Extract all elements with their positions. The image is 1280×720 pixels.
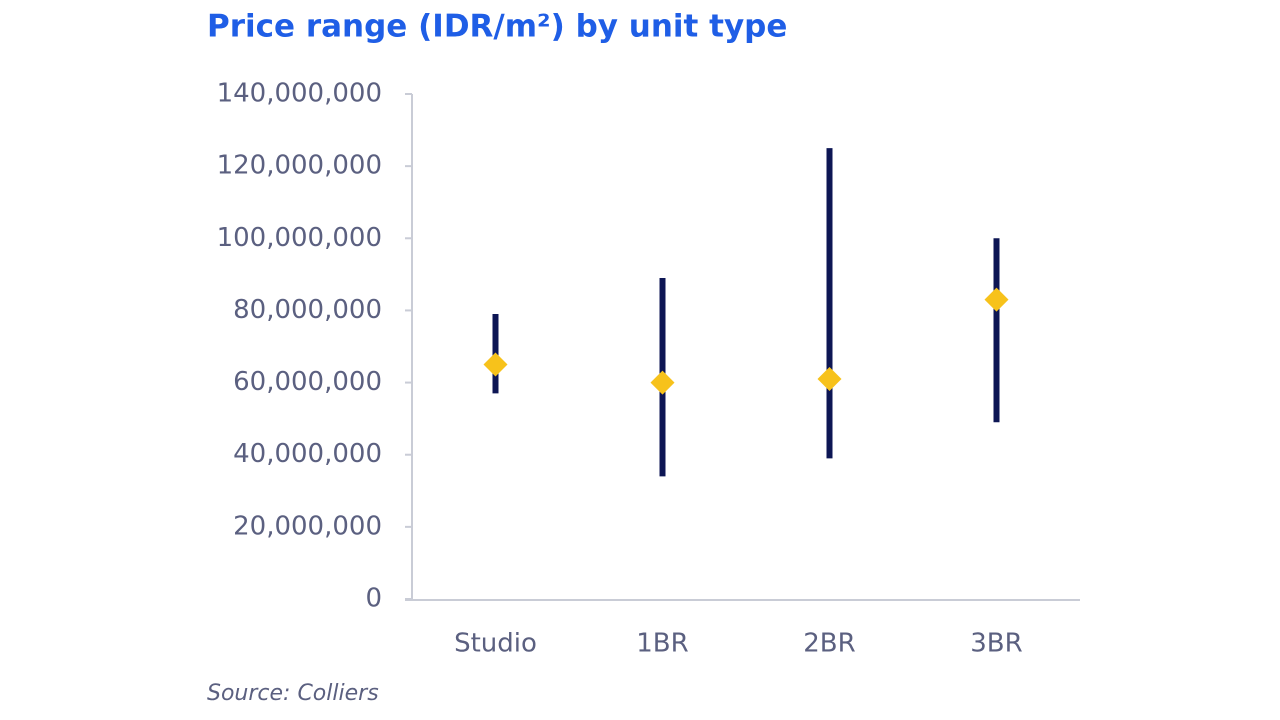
average-marker [483,352,508,377]
source-note: Source: Colliers [207,681,379,706]
y-tick-label: 100,000,000 [217,223,382,253]
y-tick-label: 120,000,000 [217,151,382,181]
chart-title: Price range (IDR/m²) by unit type [207,9,787,45]
average-marker [817,366,842,391]
y-tick-label: 140,000,000 [217,79,382,109]
y-tick-label: 40,000,000 [233,439,382,469]
average-marker [650,370,675,395]
x-tick-label: Studio [454,629,537,659]
y-tick-label: 80,000,000 [233,295,382,325]
y-tick-label: 20,000,000 [233,511,382,541]
average-marker [984,287,1009,312]
y-tick-label: 0 [365,584,382,614]
x-tick-label: 2BR [803,629,855,659]
y-tick-label: 60,000,000 [233,367,382,397]
x-tick-label: 1BR [636,629,688,659]
x-tick-label: 3BR [970,629,1022,659]
